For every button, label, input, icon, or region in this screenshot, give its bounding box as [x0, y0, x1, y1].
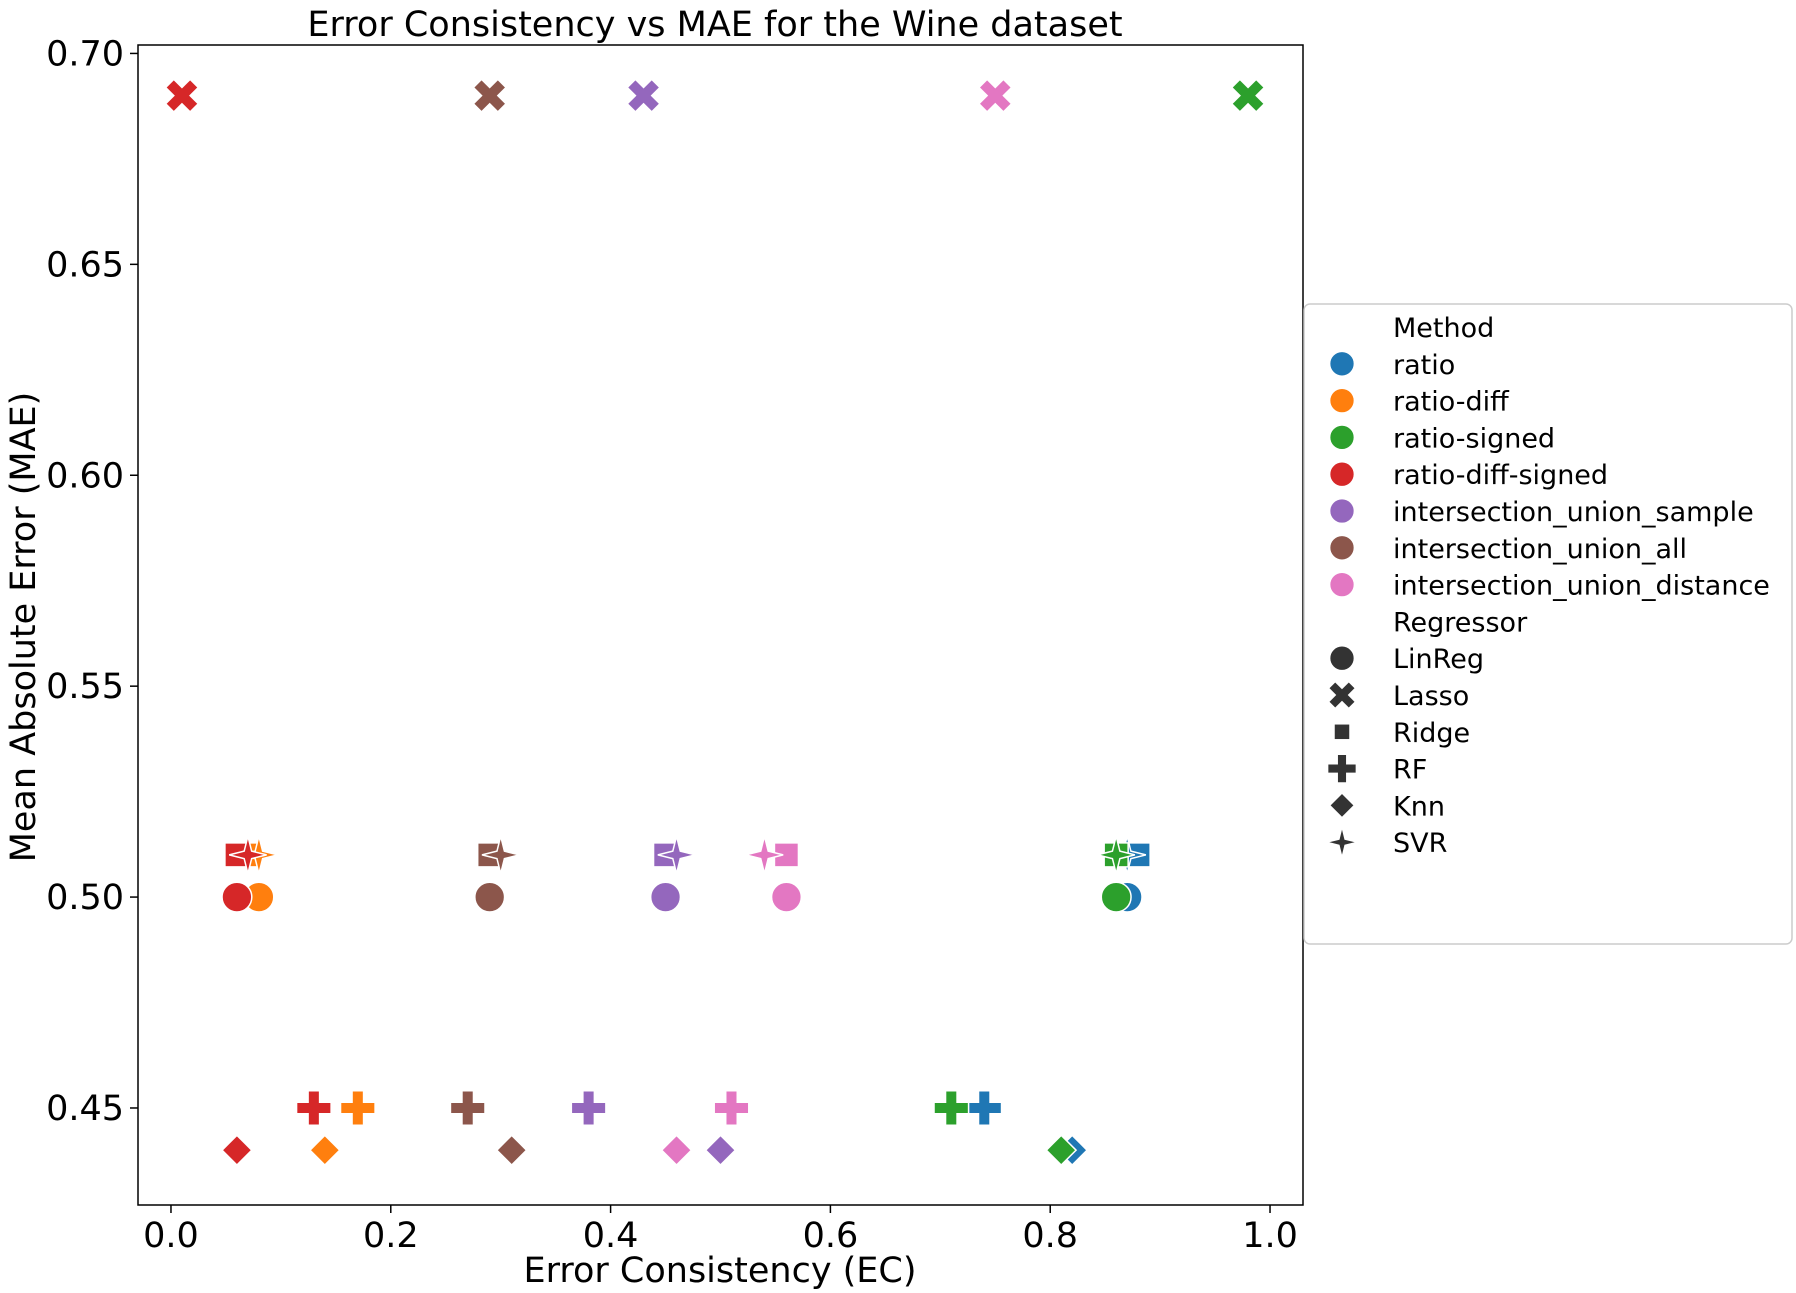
- data-point-ratio-signed-rf: [933, 1089, 970, 1127]
- data-point-intersection_union_distance-linreg: [770, 881, 803, 913]
- data-point-ratio-signed-svr: [1097, 835, 1136, 874]
- legend-marker-ratio-diff-signed: [1328, 461, 1356, 488]
- x-axis: 0.0 0.2 0.4 0.6 0.8 1.0: [143, 1205, 1298, 1256]
- chart-title: Error Consistency vs MAE for the Wine da…: [307, 5, 1122, 45]
- data-point-intersection_union_sample-svr: [657, 835, 696, 874]
- y-axis: 0.45 0.50 0.55 0.60 0.65 0.70: [46, 34, 138, 1129]
- y-tick-label: 0.60: [46, 456, 124, 496]
- data-points: [164, 78, 1266, 1167]
- data-point-ratio-diff-knn: [308, 1134, 341, 1167]
- legend-items: Method ratio ratio-diff ratio-signed ratio-d…: [1326, 313, 1770, 859]
- legend-label-regressor: RF: [1393, 755, 1427, 786]
- data-point-intersection_union_sample-linreg: [649, 881, 682, 913]
- y-tick-label: 0.50: [46, 878, 124, 918]
- legend-label-regressor: LinReg: [1393, 644, 1484, 675]
- data-point-ratio-signed-lasso: [1230, 78, 1266, 113]
- data-point-ratio-diff-signed-linreg: [221, 881, 253, 913]
- legend-label-method: intersection_union_distance: [1393, 571, 1770, 602]
- legend-title-method: Method: [1393, 313, 1494, 344]
- data-point-intersection_union_sample-knn: [704, 1134, 737, 1167]
- data-point-intersection_union_all-lasso: [472, 78, 508, 113]
- y-tick-label: 0.55: [46, 667, 124, 707]
- data-point-intersection_union_all-svr: [481, 835, 520, 874]
- x-tick-label: 0.4: [583, 1216, 639, 1256]
- y-tick-label: 0.45: [46, 1089, 124, 1129]
- legend-marker-svr: [1326, 826, 1358, 858]
- legend-label-method: intersection_union_sample: [1393, 497, 1754, 528]
- x-tick-label: 0.2: [363, 1216, 419, 1256]
- data-point-intersection_union_distance-rf: [713, 1089, 750, 1127]
- legend-label-method: ratio-diff: [1393, 387, 1510, 418]
- data-point-intersection_union_all-rf: [449, 1089, 486, 1127]
- y-tick-label: 0.65: [46, 245, 124, 285]
- data-point-ratio-diff-signed-knn: [220, 1134, 253, 1167]
- legend-label-method: ratio-diff-signed: [1393, 460, 1608, 491]
- data-point-intersection_union_sample-rf: [570, 1089, 607, 1127]
- data-point-ratio-diff-rf: [339, 1089, 376, 1127]
- data-point-ratio-signed-linreg: [1100, 881, 1132, 913]
- data-point-ratio-signed-knn: [1045, 1134, 1078, 1167]
- data-point-intersection_union_distance-lasso: [977, 78, 1013, 113]
- legend-marker-linreg: [1328, 645, 1356, 672]
- x-tick-label: 0.8: [1022, 1216, 1078, 1256]
- data-point-ratio-diff-signed-lasso: [164, 78, 200, 113]
- legend-label-regressor: Ridge: [1393, 718, 1470, 749]
- legend: Method ratio ratio-diff ratio-signed ratio-d…: [1303, 303, 1793, 945]
- data-point-intersection_union_sample-lasso: [626, 78, 661, 113]
- data-point-intersection_union_distance-svr: [745, 835, 784, 874]
- data-point-intersection_union_distance-knn: [660, 1134, 693, 1167]
- x-tick-label: 0.6: [803, 1216, 859, 1256]
- data-point-ratio-diff-signed-rf: [295, 1089, 332, 1127]
- legend-marker-ratio-diff: [1328, 387, 1356, 414]
- legend-title-regressor: Regressor: [1393, 607, 1528, 638]
- data-point-intersection_union_all-knn: [495, 1134, 528, 1167]
- legend-marker-ridge: [1333, 723, 1351, 741]
- legend-marker-ratio: [1328, 350, 1356, 377]
- legend-label-regressor: SVR: [1393, 828, 1447, 859]
- x-axis-label: Error Consistency (EC): [523, 1251, 916, 1291]
- legend-marker-intersection_union_distance: [1328, 571, 1356, 598]
- legend-marker-intersection_union_sample: [1328, 497, 1356, 525]
- legend-label-regressor: Lasso: [1393, 681, 1469, 712]
- legend-label-method: ratio-signed: [1393, 423, 1555, 454]
- legend-label-method: ratio: [1393, 350, 1455, 381]
- legend-marker-lasso: [1327, 680, 1357, 710]
- x-tick-label: 0.0: [143, 1216, 199, 1256]
- legend-marker-rf: [1326, 753, 1358, 784]
- y-axis-label: Mean Absolute Error (MAE): [4, 392, 44, 863]
- data-point-intersection_union_all-linreg: [474, 881, 506, 913]
- y-tick-label: 0.70: [46, 34, 124, 74]
- legend-label-regressor: Knn: [1393, 791, 1445, 822]
- legend-marker-intersection_union_all: [1328, 534, 1356, 561]
- x-tick-label: 1.0: [1242, 1216, 1298, 1256]
- legend-label-method: intersection_union_all: [1393, 534, 1687, 565]
- data-point-intersection_union_distance-ridge: [773, 842, 800, 868]
- data-point-ratio-diff-signed-svr: [229, 835, 267, 874]
- legend-marker-ratio-signed: [1328, 424, 1356, 451]
- legend-marker-knn: [1328, 791, 1356, 819]
- legend-box: [1303, 303, 1793, 945]
- plot-area: [137, 44, 1304, 1206]
